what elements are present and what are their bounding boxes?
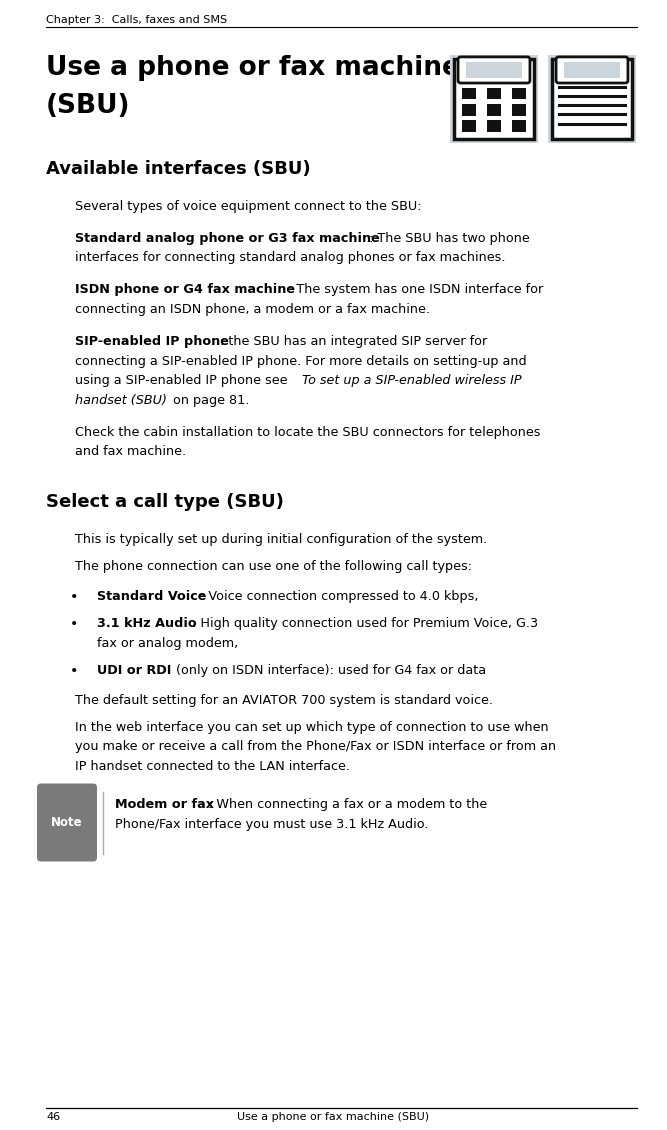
- Bar: [552, 59, 632, 139]
- Text: Phone/Fax interface you must use 3.1 kHz Audio.: Phone/Fax interface you must use 3.1 kHz…: [115, 817, 428, 831]
- Text: : Voice connection compressed to 4.0 kbps,: : Voice connection compressed to 4.0 kbp…: [199, 590, 478, 603]
- Text: Check the cabin installation to locate the SBU connectors for telephones: Check the cabin installation to locate t…: [75, 426, 540, 438]
- Text: •: •: [70, 590, 79, 605]
- Text: In the web interface you can set up which type of connection to use when: In the web interface you can set up whic…: [75, 721, 549, 733]
- Text: This is typically set up during initial configuration of the system.: This is typically set up during initial …: [75, 533, 488, 546]
- Text: : the SBU has an integrated SIP server for: : the SBU has an integrated SIP server f…: [221, 334, 488, 348]
- Text: fax or analog modem,: fax or analog modem,: [97, 636, 238, 650]
- Text: Available interfaces (SBU): Available interfaces (SBU): [46, 160, 311, 179]
- Text: SIP-enabled IP phone: SIP-enabled IP phone: [75, 334, 229, 348]
- Bar: [512, 120, 526, 131]
- Text: connecting a SIP-enabled IP phone. For more details on setting-up and: connecting a SIP-enabled IP phone. For m…: [75, 355, 527, 367]
- Text: connecting an ISDN phone, a modem or a fax machine.: connecting an ISDN phone, a modem or a f…: [75, 303, 430, 316]
- Text: The default setting for an AVIATOR 700 system is standard voice.: The default setting for an AVIATOR 700 s…: [75, 694, 493, 706]
- Bar: [462, 120, 476, 131]
- FancyBboxPatch shape: [458, 56, 530, 82]
- Text: IP handset connected to the LAN interface.: IP handset connected to the LAN interfac…: [75, 759, 350, 773]
- Bar: [466, 62, 522, 78]
- Bar: [487, 87, 501, 99]
- Text: and fax machine.: and fax machine.: [75, 445, 186, 458]
- Text: (only on ISDN interface): used for G4 fax or data: (only on ISDN interface): used for G4 fa…: [171, 663, 486, 677]
- Bar: [512, 87, 526, 99]
- Text: Note: Note: [51, 816, 83, 829]
- Text: : The system has one ISDN interface for: : The system has one ISDN interface for: [288, 284, 543, 296]
- Bar: [564, 62, 620, 78]
- Bar: [450, 55, 538, 144]
- Text: (SBU): (SBU): [46, 93, 131, 119]
- Text: on page 81.: on page 81.: [169, 393, 249, 407]
- Text: interfaces for connecting standard analog phones or fax machines.: interfaces for connecting standard analo…: [75, 252, 506, 264]
- Text: 3.1 kHz Audio: 3.1 kHz Audio: [97, 617, 197, 631]
- Text: : The SBU has two phone: : The SBU has two phone: [369, 232, 530, 245]
- FancyBboxPatch shape: [556, 56, 628, 82]
- Text: handset (SBU): handset (SBU): [75, 393, 167, 407]
- Text: you make or receive a call from the Phone/Fax or ISDN interface or from an: you make or receive a call from the Phon…: [75, 740, 556, 753]
- Text: Use a phone or fax machine (SBU): Use a phone or fax machine (SBU): [237, 1112, 430, 1122]
- Text: Modem or fax: Modem or fax: [115, 798, 214, 810]
- Text: •: •: [70, 617, 79, 631]
- Text: Standard analog phone or G3 fax machine: Standard analog phone or G3 fax machine: [75, 232, 380, 245]
- Text: 46: 46: [46, 1112, 60, 1122]
- Text: The phone connection can use one of the following call types:: The phone connection can use one of the …: [75, 560, 472, 573]
- Text: : High quality connection used for Premium Voice, G.3: : High quality connection used for Premi…: [191, 617, 538, 631]
- FancyBboxPatch shape: [37, 783, 97, 861]
- Bar: [454, 59, 534, 139]
- Text: UDI or RDI: UDI or RDI: [97, 663, 171, 677]
- Text: : When connecting a fax or a modem to the: : When connecting a fax or a modem to th…: [208, 798, 488, 810]
- Text: Use a phone or fax machine: Use a phone or fax machine: [46, 55, 460, 81]
- Text: Standard Voice: Standard Voice: [97, 590, 206, 603]
- Text: Chapter 3:  Calls, faxes and SMS: Chapter 3: Calls, faxes and SMS: [46, 15, 227, 25]
- Bar: [462, 87, 476, 99]
- Bar: [487, 104, 501, 115]
- Bar: [487, 120, 501, 131]
- Bar: [548, 55, 636, 144]
- Text: •: •: [70, 663, 79, 678]
- Bar: [462, 104, 476, 115]
- Text: Several types of voice equipment connect to the SBU:: Several types of voice equipment connect…: [75, 200, 422, 212]
- Text: using a SIP-enabled IP phone see: using a SIP-enabled IP phone see: [75, 374, 291, 386]
- Text: To set up a SIP-enabled wireless IP: To set up a SIP-enabled wireless IP: [303, 374, 522, 386]
- Text: ISDN phone or G4 fax machine: ISDN phone or G4 fax machine: [75, 284, 295, 296]
- Bar: [512, 104, 526, 115]
- Text: Select a call type (SBU): Select a call type (SBU): [46, 493, 284, 511]
